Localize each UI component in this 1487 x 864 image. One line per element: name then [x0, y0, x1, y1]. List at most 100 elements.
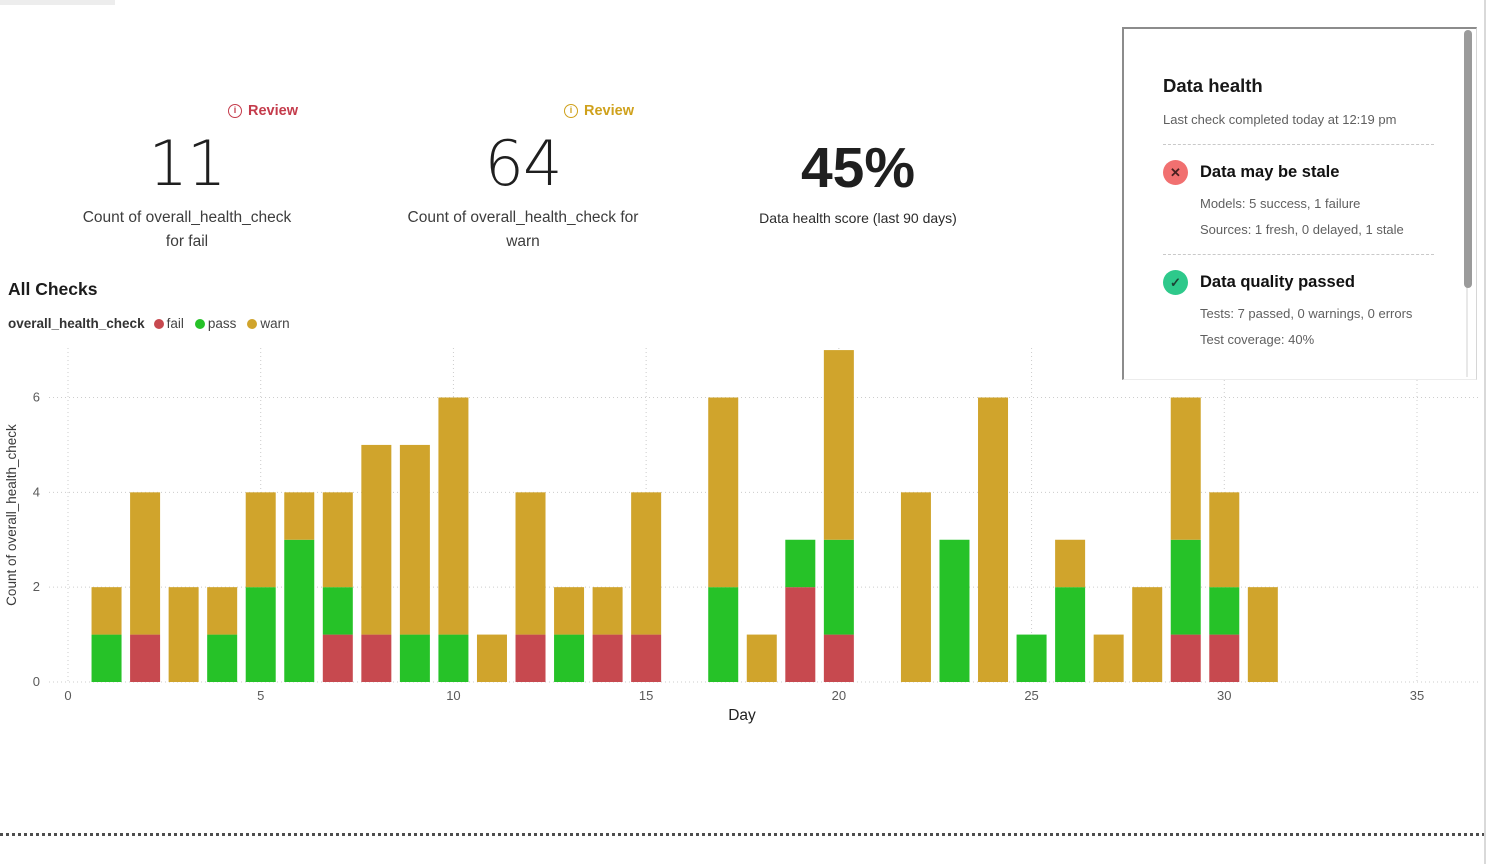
bar-segment-fail-day-2[interactable] [130, 634, 161, 682]
panel-last-check: Last check completed today at 12:19 pm [1163, 112, 1397, 127]
legend-items: fail pass warn [153, 316, 290, 331]
x-tick-label: 15 [639, 688, 653, 703]
bar-segment-warn-day-4[interactable] [207, 587, 238, 635]
bar-segment-pass-day-25[interactable] [1016, 634, 1047, 682]
metric-health-score: . 45% Data health score (last 90 days) [693, 100, 1023, 230]
all-checks-bar-chart: 0 5 10 15 20 25 30 35 0 2 4 6 Day Count of overall_he… [4, 348, 1481, 724]
bar-segment-warn-day-13[interactable] [554, 587, 585, 635]
bar-segment-pass-day-17[interactable] [708, 587, 739, 682]
models-status-line: Models: 5 success, 1 failure [1200, 196, 1361, 211]
y-tick-label: 4 [33, 484, 40, 499]
bar-segment-pass-day-10[interactable] [438, 634, 469, 682]
legend-label: warn [260, 316, 290, 331]
x-tick-label: 10 [446, 688, 460, 703]
bar-segment-pass-day-19[interactable] [785, 539, 816, 588]
bar-segment-warn-day-15[interactable] [631, 492, 662, 635]
bar-segment-warn-day-3[interactable] [168, 587, 199, 682]
warn-count-label: Count of overall_health_check for warn [407, 209, 639, 250]
bar-segment-fail-day-29[interactable] [1170, 634, 1201, 682]
x-tick-label: 20 [832, 688, 846, 703]
bar-segment-warn-day-17[interactable] [708, 397, 739, 588]
bar-segment-pass-day-20[interactable] [823, 539, 854, 635]
bar-segment-warn-day-2[interactable] [130, 492, 161, 635]
bottom-dotted-divider [0, 833, 1487, 836]
bar-segment-warn-day-22[interactable] [900, 492, 931, 682]
bar-segment-warn-day-1[interactable] [91, 587, 122, 635]
bar-segment-pass-day-30[interactable] [1209, 587, 1240, 635]
review-badge-fail[interactable]: i Review [228, 103, 298, 119]
bar-segment-fail-day-19[interactable] [785, 587, 816, 682]
data-quality-section: ✓ Data quality passed Tests: 7 passed, 0… [1163, 270, 1476, 347]
bar-segment-pass-day-9[interactable] [399, 634, 430, 682]
bar-segment-pass-day-7[interactable] [322, 587, 353, 635]
legend-label: fail [166, 316, 184, 331]
x-tick-label: 5 [257, 688, 264, 703]
stale-data-section: ✕ Data may be stale Models: 5 success, 1… [1163, 160, 1476, 237]
bar-segment-fail-day-30[interactable] [1209, 634, 1240, 682]
bar-segment-pass-day-5[interactable] [245, 587, 276, 682]
stale-section-title: Data may be stale [1200, 163, 1340, 181]
panel-scrollbar-thumb[interactable] [1464, 30, 1472, 288]
divider [1163, 144, 1434, 145]
bar-segment-warn-day-26[interactable] [1055, 539, 1086, 588]
bar-segment-warn-day-28[interactable] [1132, 587, 1163, 682]
bar-segment-warn-day-6[interactable] [284, 492, 315, 540]
bar-segment-fail-day-15[interactable] [631, 634, 662, 682]
bar-segment-warn-day-7[interactable] [322, 492, 353, 588]
legend-item-pass[interactable]: pass [194, 316, 237, 331]
metric-fail-count: i Review 11 Count of overall_health_chec… [22, 100, 352, 254]
chart-title: All Checks [8, 279, 98, 299]
review-label: Review [248, 102, 298, 119]
legend-label: pass [207, 316, 237, 331]
bar-segment-warn-day-10[interactable] [438, 397, 469, 635]
bar-segment-warn-day-14[interactable] [592, 587, 623, 635]
bar-segment-warn-day-9[interactable] [399, 444, 430, 635]
bar-segment-pass-day-29[interactable] [1170, 539, 1201, 635]
bar-segment-warn-day-11[interactable] [476, 634, 507, 682]
bar-segment-warn-day-30[interactable] [1209, 492, 1240, 588]
bar-segment-pass-day-13[interactable] [554, 634, 585, 682]
y-axis-title: Count of overall_health_check [4, 424, 19, 606]
x-tick-label: 35 [1410, 688, 1424, 703]
bar-segment-pass-day-4[interactable] [207, 634, 238, 682]
y-tick-label: 6 [33, 390, 40, 405]
review-badge-warn[interactable]: i Review [564, 103, 634, 119]
bar-segment-pass-day-26[interactable] [1055, 587, 1086, 682]
bar-segment-fail-day-7[interactable] [322, 634, 353, 682]
bar-segment-warn-day-5[interactable] [245, 492, 276, 588]
review-label: Review [584, 102, 634, 119]
info-icon: i [564, 103, 578, 118]
bar-segment-warn-day-24[interactable] [978, 397, 1009, 683]
bar-segment-pass-day-1[interactable] [91, 634, 122, 682]
bar-segment-warn-day-31[interactable] [1247, 587, 1278, 682]
fail-legend-dot-icon [153, 318, 164, 329]
legend-item-fail[interactable]: fail [153, 316, 184, 331]
panel-title: Data health [1163, 75, 1263, 96]
bar-segment-pass-day-23[interactable] [939, 539, 970, 682]
divider [1163, 254, 1434, 255]
fail-count-value: 11 [148, 127, 227, 200]
chart-legend: overall_health_check fail pass warn [8, 316, 290, 331]
health-score-label: Data health score (last 90 days) [759, 210, 957, 226]
x-tick-label: 30 [1217, 688, 1231, 703]
window-right-edge [1484, 0, 1486, 864]
metric-warn-count: i Review 64 Count of overall_health_chec… [358, 100, 688, 254]
x-tick-label: 0 [64, 688, 71, 703]
bar-segment-warn-day-20[interactable] [823, 350, 854, 540]
bar-segment-pass-day-6[interactable] [284, 539, 315, 682]
bar-segment-warn-day-8[interactable] [361, 444, 392, 635]
x-axis-title: Day [728, 707, 756, 724]
warn-count-value: 64 [484, 127, 563, 200]
bar-segment-fail-day-20[interactable] [823, 634, 854, 682]
health-score-value: 45% [800, 136, 916, 200]
bar-segment-warn-day-12[interactable] [515, 492, 546, 635]
quality-section-title: Data quality passed [1200, 273, 1355, 291]
legend-item-warn[interactable]: warn [247, 316, 290, 331]
bar-segment-warn-day-18[interactable] [746, 634, 777, 682]
coverage-status-line: Test coverage: 40% [1200, 332, 1315, 347]
bar-segment-warn-day-27[interactable] [1093, 634, 1124, 682]
bar-segment-warn-day-29[interactable] [1170, 397, 1201, 540]
bar-segment-fail-day-14[interactable] [592, 634, 623, 682]
bar-segment-fail-day-12[interactable] [515, 634, 546, 682]
bar-segment-fail-day-8[interactable] [361, 634, 392, 682]
